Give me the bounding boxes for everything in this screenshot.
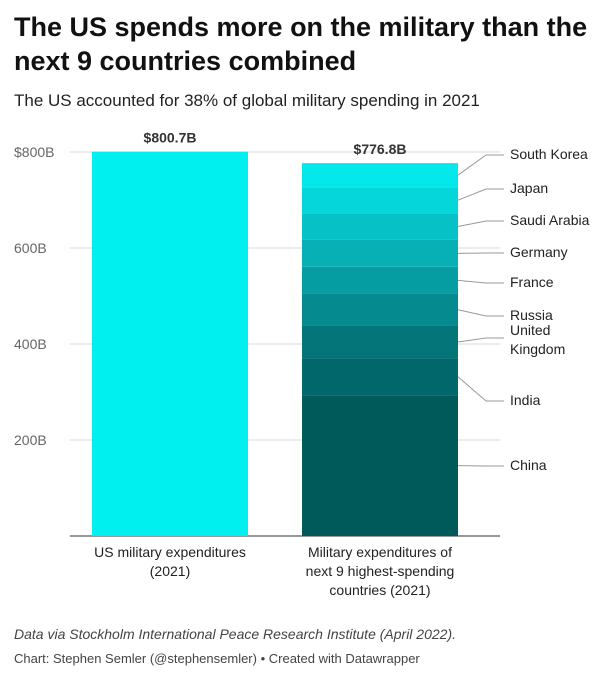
x-category-label: next 9 highest-spending <box>306 563 455 579</box>
series-label-china: China <box>510 457 547 473</box>
connector-russia <box>457 309 504 317</box>
bar-segment-united-kingdom <box>302 325 458 359</box>
series-label-japan: Japan <box>510 180 548 196</box>
connector-united-kingdom <box>457 337 504 343</box>
bar-segment-south-korea <box>302 163 458 188</box>
series-label-saudi-arabia: Saudi Arabia <box>510 212 590 228</box>
x-category-label: US military expenditures <box>94 544 246 560</box>
y-tick-label: 200B <box>14 432 47 448</box>
series-label-france: France <box>510 274 554 290</box>
connector-south-korea <box>457 154 504 176</box>
total-label-us: $800.7B <box>144 130 197 146</box>
series-label-united-kingdom: United <box>510 322 550 338</box>
connector-japan <box>457 188 504 201</box>
y-tick-label: 600B <box>14 240 47 256</box>
connector-saudi-arabia <box>457 220 504 228</box>
chart-title: The US spends more on the military than … <box>14 12 588 76</box>
chart-subtitle: The US accounted for 38% of global milit… <box>14 91 480 110</box>
source-note: Data via Stockholm International Peace R… <box>14 626 457 642</box>
x-category-label: Military expenditures of <box>308 544 452 560</box>
x-category-label: countries (2021) <box>329 582 430 598</box>
total-label-next9: $776.8B <box>354 141 407 157</box>
bar-segment-saudi-arabia <box>302 213 458 240</box>
bar-segment-japan <box>302 187 458 214</box>
series-label-india: India <box>510 392 541 408</box>
series-label-russia: Russia <box>510 307 553 323</box>
series-label-united-kingdom: Kingdom <box>510 341 565 357</box>
bar-chart: 200B 400B 600B $800B $800.7B $776.8B China Indi… <box>14 130 590 598</box>
y-tick-label: $800B <box>14 144 54 160</box>
connector-india <box>457 376 504 402</box>
bar-segment-china <box>302 395 458 536</box>
y-tick-label: 400B <box>14 336 47 352</box>
bar-segment-germany <box>302 239 458 267</box>
bar-segment-russia <box>302 293 458 326</box>
series-label-south-korea: South Korea <box>510 146 588 162</box>
connector-france <box>457 279 504 284</box>
bar-us <box>92 151 248 536</box>
series-label-germany: Germany <box>510 244 568 260</box>
bar-segment-france <box>302 266 458 294</box>
x-category-label: (2021) <box>150 563 190 579</box>
bar-segment-india <box>302 358 458 396</box>
chart-credit: Chart: Stephen Semler (@stephensemler) •… <box>14 651 420 666</box>
